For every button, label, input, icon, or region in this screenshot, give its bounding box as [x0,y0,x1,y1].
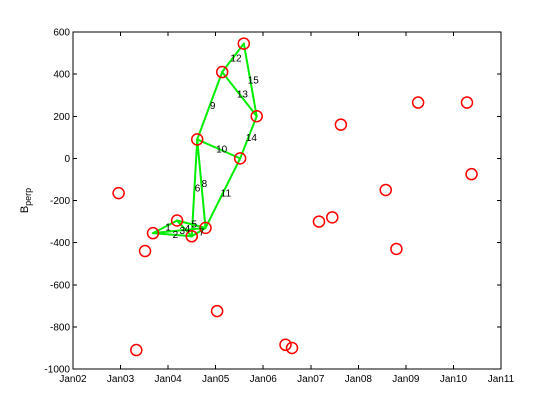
baseline-edge [196,138,242,160]
y-tick-label: 600 [53,28,70,39]
acquisition-point [237,37,251,50]
points [112,37,478,357]
x-tick-label: Jan08 [345,374,373,385]
edges [151,42,258,238]
y-tick-label: -1000 [44,365,70,376]
acquisition-point [130,343,143,357]
y-tick-label: 0 [64,154,70,165]
edge-label: 6 [195,183,201,194]
acquisition-point [379,183,392,197]
edge-label: 3 [179,226,185,237]
y-axis-title: Bperp [19,188,33,213]
edge-label: 5 [192,220,198,231]
edge-label: 13 [237,90,249,101]
x-tick-label: Jan09 [392,374,420,385]
y-tick-label: -800 [50,322,70,333]
acquisition-point [210,304,224,318]
y-axis-title-main: B [19,206,31,213]
y-tick-label: -200 [50,196,70,207]
x-tick-label: Jan05 [202,374,230,385]
acquisition-point [138,244,152,258]
baseline-edge [221,71,258,118]
baseline-edge [151,232,193,238]
acquisition-point [312,215,326,228]
y-tick-label: 200 [53,112,70,123]
acquisition-point [411,96,425,109]
acquisition-point [460,96,474,109]
edge-label: 14 [246,133,258,144]
acquisition-point [285,341,299,355]
x-tick-label: Jan10 [440,374,468,385]
baseline-edge [190,138,199,238]
edge-label: 4 [185,224,191,235]
plot-frame [72,31,502,370]
baseline-edge [196,71,224,141]
edge-label: 1 [165,222,171,233]
x-tick-label: Jan07 [297,374,325,385]
acquisition-point [465,167,478,181]
edge-label: 8 [202,179,208,190]
y-tick-label: 400 [53,70,70,81]
baseline-edge [204,157,242,229]
acquisition-point [233,152,247,165]
x-tick-label: Jan06 [250,374,278,385]
acquisition-point [185,230,199,243]
y-axis-label: Bperp [19,188,33,213]
x-tick-label: Jan04 [154,374,182,385]
edge-label: 2 [173,230,179,241]
x-tick-label: Jan11 [488,374,515,385]
acquisition-point [112,186,125,200]
x-tick-label: Jan03 [107,374,135,385]
acquisition-point [390,242,403,256]
edge-label: 12 [230,53,242,64]
y-tick-label: -400 [50,238,70,249]
acquisition-point [215,65,229,79]
x-tick-label: Jan02 [59,374,87,385]
edge-label: 7 [199,228,205,239]
baseline-edge [151,226,207,235]
baseline-edge [176,219,193,238]
edge-label: 11 [221,189,232,200]
acquisition-point [190,133,204,146]
y-tick-label: -600 [50,280,70,291]
y-axis-title-subscript: perp [23,188,33,206]
edge-label: 9 [210,101,216,112]
baseline-edge [196,138,207,229]
acquisition-point [326,211,339,224]
acquisition-point [199,221,212,235]
acquisition-point [170,214,184,227]
edge-label: 15 [248,75,260,86]
baseline-edge [151,219,179,235]
baseline-edge [242,42,258,118]
acquisition-point [146,226,160,240]
acquisition-point [279,338,292,352]
baseline-edge [190,226,207,238]
acquisition-point [250,110,263,123]
axes: Jan02 Jan03 Jan04 Jan05 Jan06 Jan07 Jan08 Jan09… [44,28,514,386]
edge-label: 10 [216,144,228,155]
acquisition-point [334,118,348,131]
baseline-edge [239,115,258,160]
